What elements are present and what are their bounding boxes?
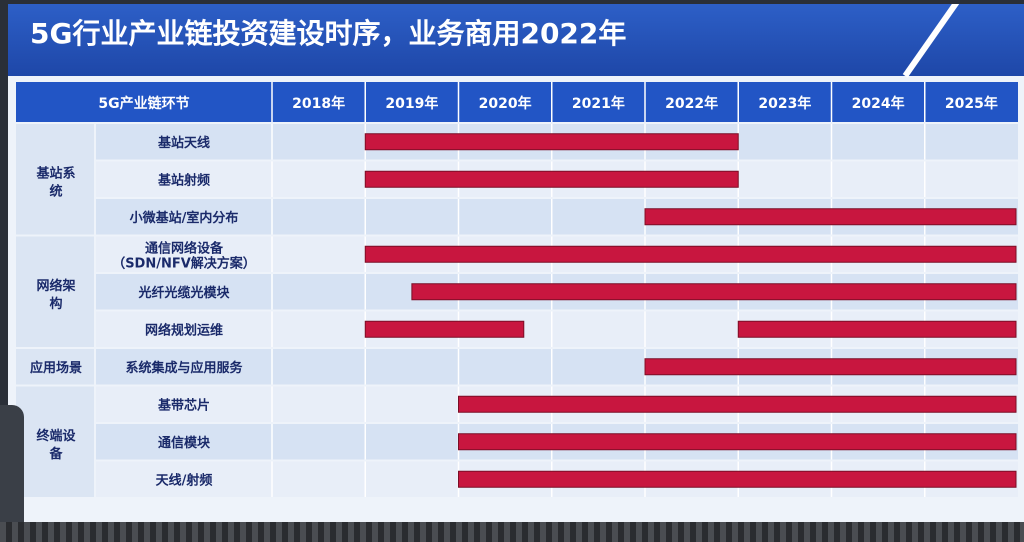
group-cell [16, 236, 94, 347]
timeline-bar [364, 245, 1017, 263]
timeline-bar [644, 208, 1017, 226]
timeline-bar [737, 320, 1017, 338]
group-label: 终端设 [36, 428, 76, 444]
timeline-bar [458, 433, 1017, 451]
timeline-bar [411, 283, 1017, 301]
header-row [16, 82, 1018, 122]
item-label: 基站射频 [157, 173, 210, 189]
timeline-bar [458, 470, 1017, 488]
year-tick-label: 2025年 [945, 95, 998, 112]
slide: 5G行业产业链投资建设时序，业务商用2022年 5G产业链环节 2018年 2019… [8, 4, 1024, 522]
timeline-chart: 5G产业链环节 2018年 2019年 2020年 2021年 2022年 2023年 202… [16, 82, 1018, 497]
group-label: 构 [49, 296, 62, 312]
timeline-bar [364, 133, 739, 151]
slide-title: 5G行业产业链投资建设时序，业务商用2022年 [30, 17, 627, 50]
item-label: 系统集成与应用服务 [125, 360, 243, 376]
title-bar: 5G行业产业链投资建设时序，业务商用2022年 [8, 4, 1024, 78]
presenter-silhouette [0, 405, 24, 525]
group-label: 备 [48, 446, 63, 462]
year-tick-label: 2022年 [665, 95, 718, 112]
year-tick-label: 2024年 [852, 95, 905, 112]
timeline-bar [364, 320, 525, 338]
item-label: （SDN/NFV解决方案） [112, 256, 256, 272]
timeline-bar [458, 395, 1017, 413]
year-tick-label: 2018年 [292, 95, 345, 112]
year-tick-label: 2020年 [479, 95, 532, 112]
item-label: 小微基站/室内分布 [130, 210, 239, 226]
group-label: 网络架 [36, 278, 75, 294]
item-label: 基站天线 [157, 135, 210, 151]
item-label: 天线/射频 [156, 473, 213, 489]
timeline-bar [644, 358, 1017, 376]
year-tick-label: 2023年 [758, 95, 811, 112]
item-label: 光纤光缆光模块 [137, 285, 230, 301]
item-label: 通信网络设备 [145, 241, 224, 257]
group-label: 基站系 [35, 165, 75, 181]
group-cell [16, 386, 94, 497]
group-cell [16, 124, 94, 235]
item-label: 通信模块 [158, 435, 211, 451]
year-tick-label: 2019年 [385, 95, 438, 112]
timeline-bar [364, 170, 739, 188]
header-label: 5G产业链环节 [98, 95, 189, 112]
group-label: 应用场景 [30, 360, 82, 376]
group-cell [16, 349, 94, 385]
group-label: 统 [49, 183, 62, 199]
floor [0, 522, 1024, 542]
item-label: 基带芯片 [157, 398, 210, 414]
year-tick-label: 2021年 [572, 95, 625, 112]
item-label: 网络规划运维 [145, 323, 223, 339]
